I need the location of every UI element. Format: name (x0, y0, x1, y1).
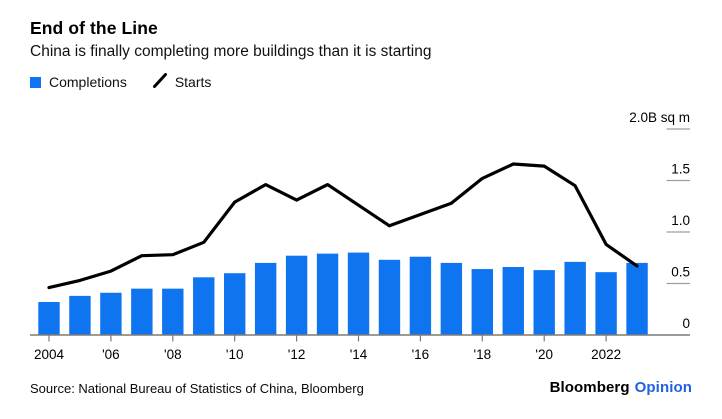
completions-bar-2006 (100, 292, 122, 335)
completions-bar-2005 (69, 295, 91, 335)
x-label-2020: '20 (535, 347, 553, 362)
logo-bloomberg-text: Bloomberg (549, 379, 630, 396)
completions-bar-2010 (224, 273, 246, 335)
completions-bar-2008 (162, 288, 184, 335)
completions-bar-2021 (564, 261, 586, 335)
y-label-1: 1.0 (671, 213, 690, 228)
completions-bar-2013 (316, 253, 339, 335)
logo-opinion-text: Opinion (634, 379, 692, 396)
bloomberg-opinion-logo: Bloomberg Opinion (550, 379, 692, 396)
legend-starts-label: Starts (174, 74, 212, 90)
completions-bar-2012 (285, 255, 308, 335)
completions-bar-2018 (471, 269, 493, 335)
x-label-2018: '18 (474, 347, 492, 362)
chart-title: End of the Line (30, 18, 158, 38)
y-label-0.5: 0.5 (671, 265, 690, 280)
legend-completions-label: Completions (49, 74, 127, 90)
completions-bar-2014 (347, 252, 370, 335)
x-label-2016: '16 (412, 347, 430, 362)
y-label-2: 2.0B sq m (629, 110, 690, 125)
completions-bar-2007 (131, 288, 153, 335)
completions-bar-2023 (626, 262, 648, 335)
completions-bar-2015 (378, 259, 401, 335)
source-note: Source: National Bureau of Statistics of… (30, 381, 364, 396)
starts-line-icon (152, 73, 167, 91)
y-label-0: 0 (682, 316, 690, 331)
completions-swatch-icon (30, 76, 41, 88)
starts-line (47, 162, 639, 290)
x-label-2010: '10 (226, 347, 244, 362)
completions-bar-2022 (595, 272, 617, 335)
completions-bar-2009 (193, 277, 215, 335)
completions-bar-2020 (533, 270, 555, 335)
completions-bar-2011 (254, 262, 277, 335)
y-label-1.5: 1.5 (671, 162, 690, 177)
x-label-2012: '12 (288, 347, 306, 362)
chart-subtitle: China is finally completing more buildin… (30, 43, 432, 60)
x-label-2004: 2004 (34, 347, 65, 362)
completions-bar-2017 (440, 262, 463, 335)
x-label-2006: '06 (102, 347, 120, 362)
completions-bar-2004 (38, 302, 60, 335)
completions-bar-2019 (502, 267, 524, 335)
chart-legend: Completions Starts (30, 73, 211, 91)
x-label-2008: '08 (164, 347, 182, 362)
x-label-2014: '14 (350, 347, 368, 362)
completions-bar-2016 (409, 256, 432, 335)
x-label-2022: 2022 (591, 347, 621, 362)
